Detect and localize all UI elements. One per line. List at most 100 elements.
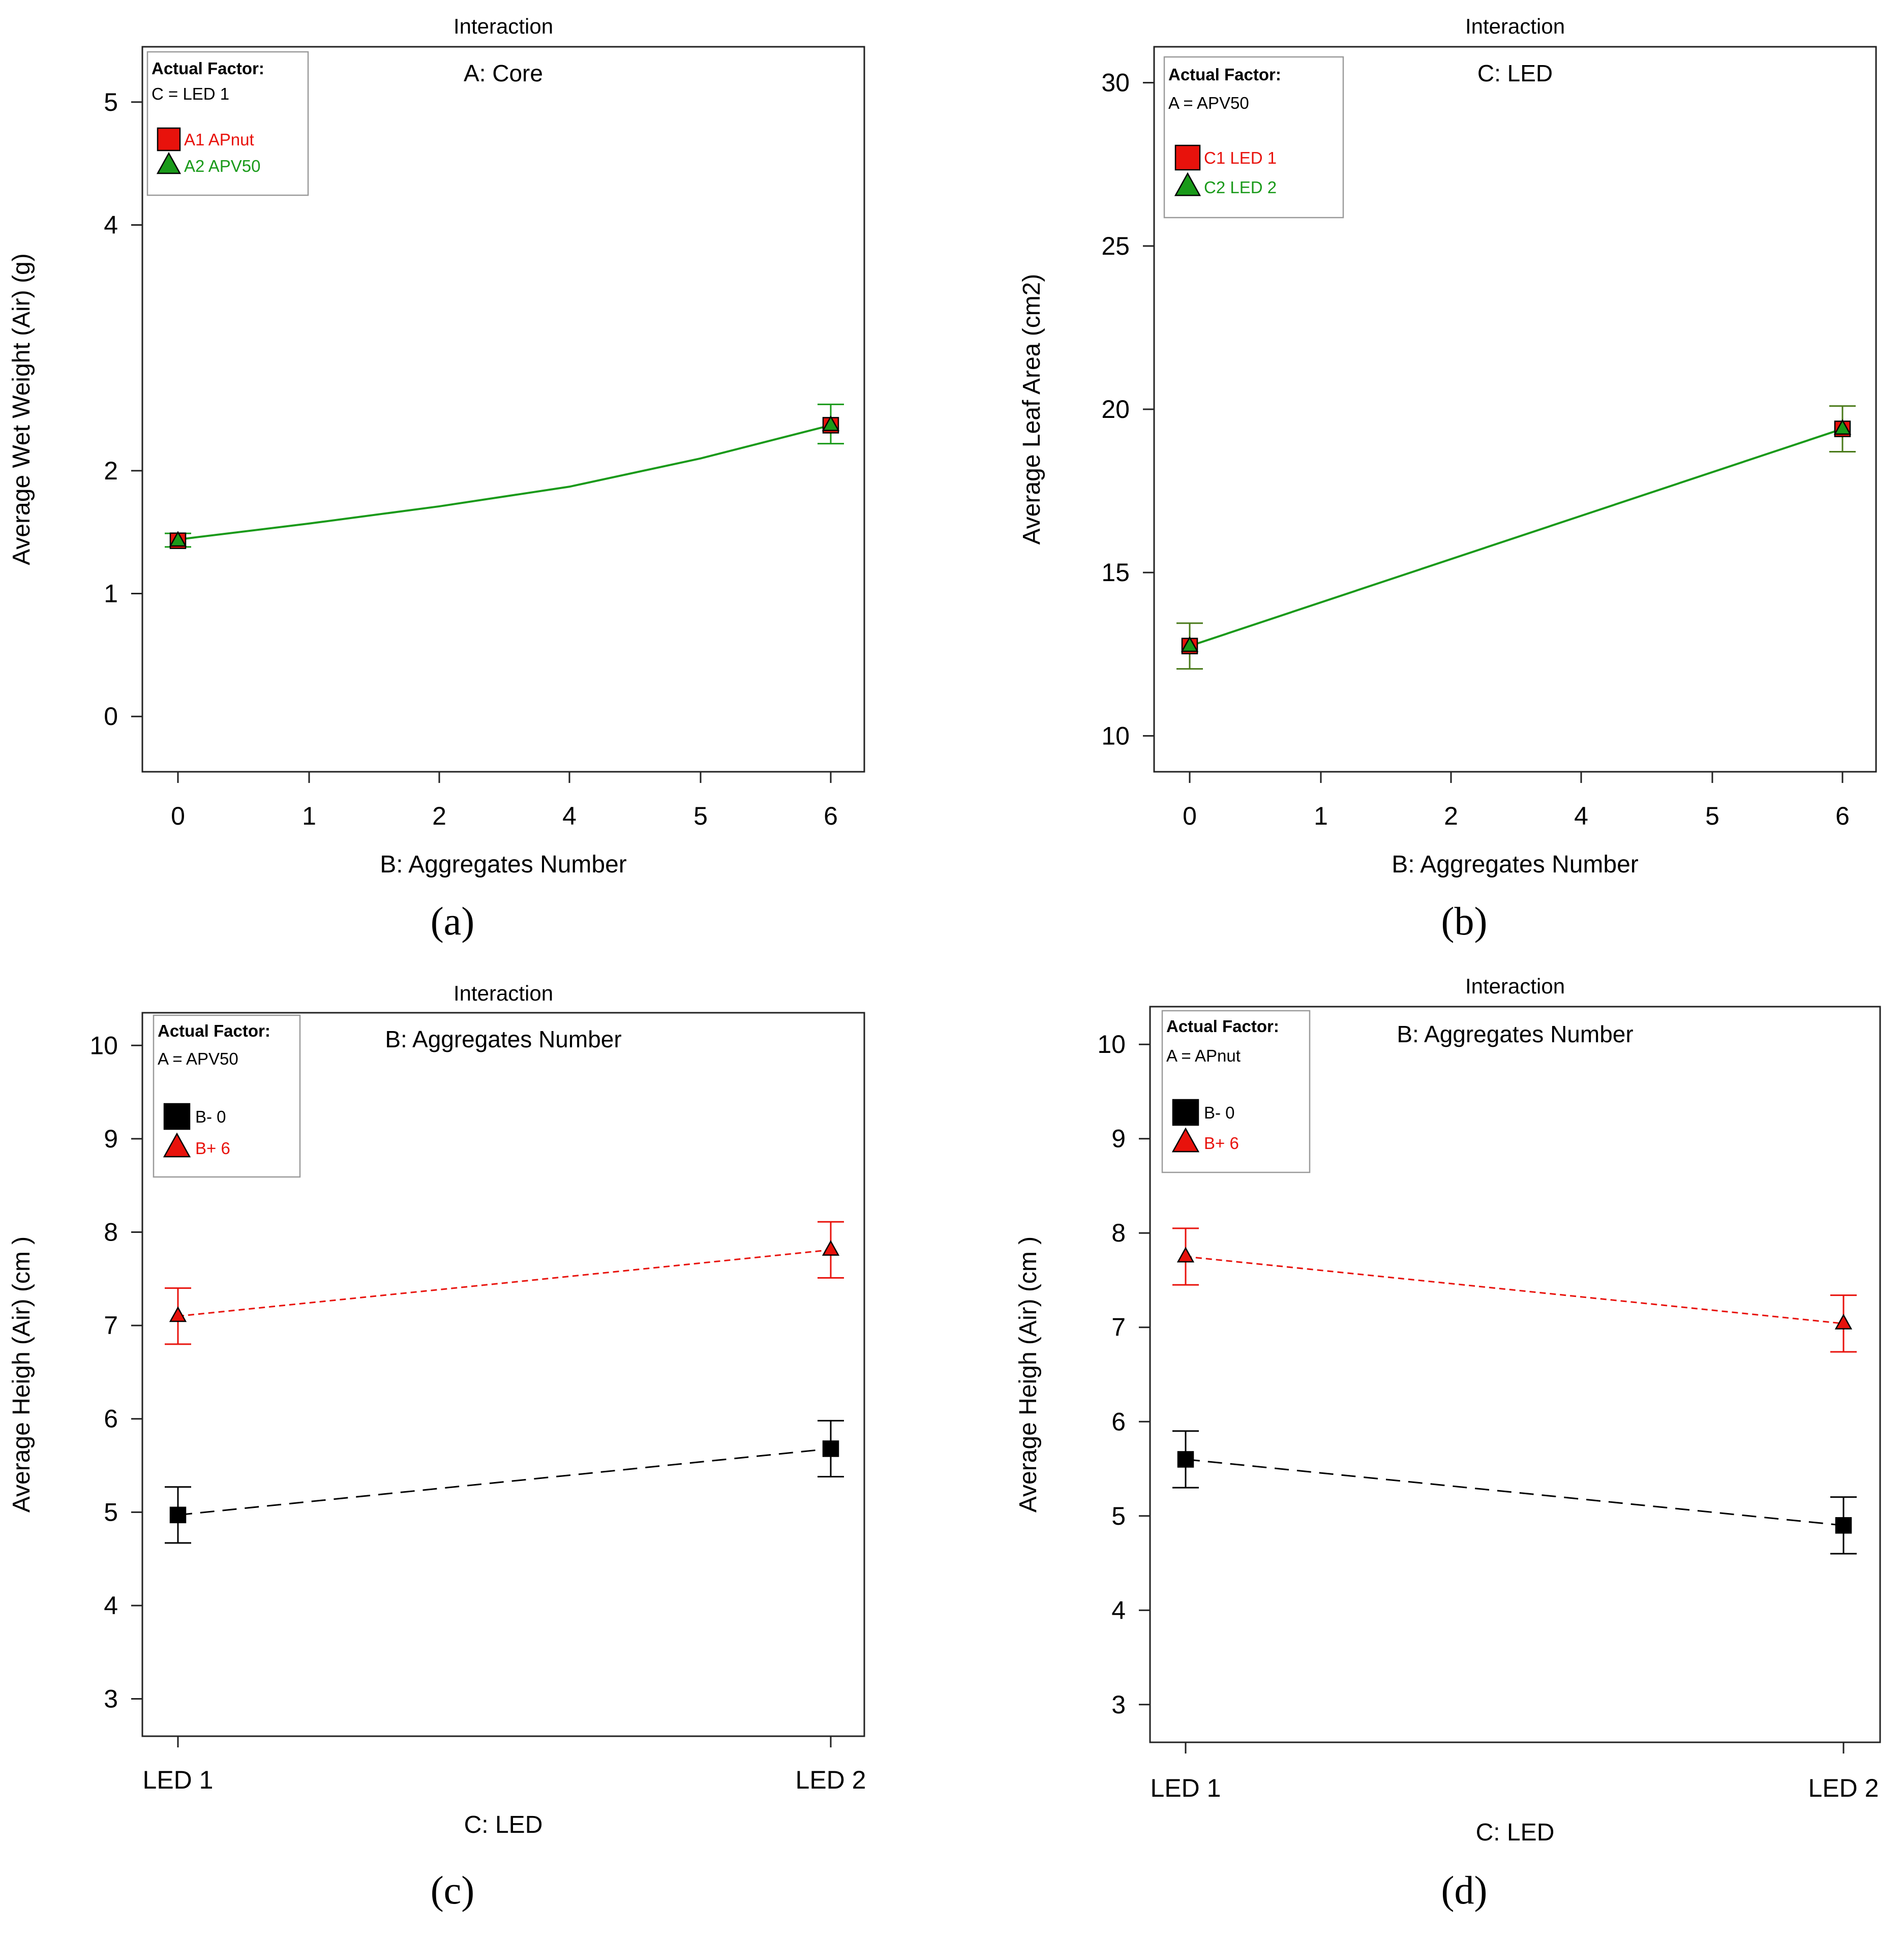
panel-label: (d)	[1441, 1868, 1488, 1912]
y-tick-label: 3	[1111, 1690, 1126, 1719]
legend-marker-square	[157, 127, 181, 152]
x-tick-label: 0	[1183, 802, 1197, 830]
legend-marker-square	[1172, 1099, 1199, 1126]
legend-entry-label: A1 APnut	[184, 130, 254, 149]
data-point-triangle	[169, 1306, 187, 1322]
chart-title: Interaction	[1465, 14, 1565, 38]
series-line	[177, 1447, 831, 1516]
y-tick-label: 10	[1101, 721, 1130, 750]
legend-marker-square	[163, 1103, 191, 1130]
y-axis-label: Average Wet Weight (Air) (g)	[8, 253, 35, 565]
x-tick-label: 2	[432, 802, 446, 830]
series-line	[1185, 1256, 1844, 1324]
y-axis-label: Average Heigh (Air) (cm )	[8, 1236, 35, 1513]
x-tick-label: 0	[171, 802, 185, 830]
plot-frame	[141, 1012, 865, 1737]
chart-title: Interaction	[1465, 974, 1565, 998]
y-tick-label: 6	[1111, 1407, 1126, 1436]
y-tick-label: 30	[1101, 69, 1130, 97]
x-tick-label: 4	[562, 802, 577, 830]
legend-entry-label: B- 0	[1204, 1103, 1235, 1122]
legend-marker-square	[1174, 144, 1201, 171]
y-tick-label: 20	[1101, 395, 1130, 424]
x-tick-label: 4	[1574, 802, 1588, 830]
x-tick-label: 5	[1705, 802, 1719, 830]
x-axis-label: C: LED	[1476, 1819, 1555, 1846]
y-tick-label: 4	[1111, 1596, 1126, 1624]
legend-entry-label: B+ 6	[1204, 1134, 1239, 1153]
x-tick-label: LED 1	[1151, 1774, 1221, 1802]
chart-panel-a: Interaction A: Core 0 1 2 4 5 0 1 2 4 5 6 B: Aggregat…	[8, 14, 865, 943]
data-point-square	[822, 1440, 839, 1457]
y-tick-label: 5	[1111, 1502, 1126, 1530]
legend-box	[1161, 1010, 1311, 1173]
y-tick-label: 5	[104, 88, 118, 116]
x-tick-label: 2	[1444, 802, 1458, 830]
legend-entry-label: B+ 6	[195, 1139, 230, 1158]
x-tick-label: 1	[302, 802, 316, 830]
fit-line	[1189, 428, 1843, 647]
data-point-triangle	[1834, 1314, 1853, 1329]
data-point-triangle	[169, 531, 187, 547]
legend-factor: A = APV50	[1168, 94, 1249, 112]
x-tick-label: 6	[824, 802, 838, 830]
panel-label: (a)	[431, 899, 475, 943]
y-tick-label: 8	[1111, 1219, 1126, 1247]
panel-label: (c)	[431, 1868, 475, 1912]
y-axis-label: Average Heigh (Air) (cm )	[1015, 1236, 1042, 1513]
data-point-triangle	[822, 1240, 840, 1256]
plot-frame	[141, 46, 865, 773]
y-tick-label: 15	[1101, 558, 1130, 587]
data-point-square	[1177, 1451, 1194, 1468]
legend-header: Actual Factor:	[152, 59, 264, 78]
x-tick-label: 6	[1835, 802, 1850, 830]
legend-factor: C = LED 1	[152, 84, 229, 103]
plot-frame	[1149, 1006, 1881, 1743]
data-point-triangle	[1176, 1247, 1195, 1263]
y-tick-label: 10	[1097, 1030, 1126, 1059]
data-point-triangle	[1833, 419, 1852, 435]
legend-marker-triangle	[1174, 172, 1201, 196]
x-tick-label: 1	[1314, 802, 1328, 830]
factor-label: C: LED	[1477, 60, 1553, 86]
legend-entry-label: C1 LED 1	[1204, 148, 1277, 167]
factor-label: B: Aggregates Number	[385, 1026, 621, 1052]
y-tick-label: 2	[104, 457, 118, 485]
chart-title: Interaction	[454, 981, 553, 1005]
x-axis-label: C: LED	[464, 1811, 543, 1838]
y-tick-label: 5	[104, 1498, 118, 1526]
y-tick-label: 25	[1101, 232, 1130, 260]
data-point-square	[1835, 1517, 1852, 1534]
y-tick-label: 8	[104, 1218, 118, 1246]
y-tick-label: 7	[1111, 1313, 1126, 1342]
data-point-triangle	[1181, 636, 1199, 652]
legend-header: Actual Factor:	[1168, 65, 1281, 84]
x-tick-label: LED 1	[143, 1766, 214, 1794]
legend: Actual Factor: A = APV50 B- 0 B+ 6	[153, 1014, 301, 1178]
series-line	[1185, 1458, 1844, 1526]
factor-label: A: Core	[464, 60, 543, 86]
legend: Actual Factor: A = APV50 C1 LED 1 C2 LED 2	[1163, 56, 1344, 219]
legend-entry-label: C2 LED 2	[1204, 178, 1277, 197]
y-tick-label: 4	[104, 1591, 118, 1620]
chart-panel-c: Interaction B: Aggregates Number 3 4 5 6 7 8 9 10…	[8, 981, 866, 1912]
x-axis-label: B: Aggregates Number	[1392, 851, 1639, 878]
y-tick-label: 7	[104, 1311, 118, 1340]
y-tick-label: 0	[104, 702, 118, 731]
panel-label: (b)	[1441, 899, 1488, 943]
series-line	[177, 1249, 831, 1317]
y-tick-label: 9	[104, 1125, 118, 1153]
y-tick-label: 3	[104, 1685, 118, 1713]
legend-marker-triangle	[1171, 1127, 1200, 1153]
x-axis-label: B: Aggregates Number	[380, 851, 627, 878]
y-axis-label: Average Leaf Area (cm2)	[1018, 274, 1045, 545]
legend-entry-label: B- 0	[195, 1107, 226, 1126]
legend-marker-triangle	[163, 1132, 191, 1158]
factor-label: B: Aggregates Number	[1397, 1021, 1633, 1047]
data-point-square	[169, 1506, 187, 1524]
data-point-triangle	[822, 415, 840, 431]
y-tick-label: 4	[104, 210, 118, 239]
legend-factor: A = APV50	[158, 1049, 238, 1068]
x-tick-label: LED 2	[796, 1766, 866, 1794]
